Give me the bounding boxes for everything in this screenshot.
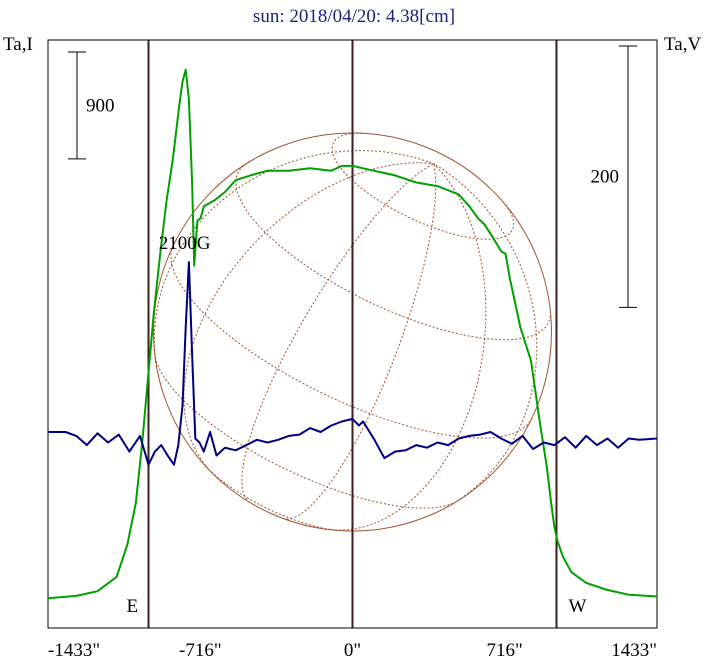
x-tick-labels: -1433" -716" 0" 716" 1433" <box>48 640 657 661</box>
limb-label-east: E <box>127 596 139 617</box>
x-tick-label: -1433" <box>48 640 100 661</box>
disk-meridian <box>153 150 434 367</box>
scale-bar-polarization-label: 200 <box>591 167 620 188</box>
plot-frame <box>47 39 658 629</box>
disk-parallel <box>154 357 456 509</box>
disk-parallel <box>235 163 551 341</box>
x-tick-label: -716" <box>179 640 222 661</box>
series-line-intensity <box>47 68 658 600</box>
limb-label-west: W <box>568 596 586 617</box>
scale-bar-intensity-label: 900 <box>86 95 115 116</box>
chart-title: sun: 2018/04/20: 4.38[cm] <box>253 6 455 27</box>
disk-parallel <box>331 132 515 240</box>
right-axis-label: Ta,V <box>664 34 701 55</box>
disk-meridian <box>241 163 435 503</box>
x-tick-label: 716" <box>487 640 523 661</box>
left-axis-label: Ta,I <box>3 34 33 55</box>
disk-grid <box>153 132 551 531</box>
disk-meridian <box>183 162 434 470</box>
disk-meridian <box>282 163 437 520</box>
series-line-polarization <box>48 261 658 466</box>
annotation-2100g: 2100G <box>159 233 211 254</box>
disk-meridian <box>334 163 487 531</box>
x-tick-label: 0" <box>344 640 361 661</box>
disk-parallel <box>170 245 533 439</box>
disk-meridian <box>433 163 538 508</box>
scale-bar-intensity: 900 <box>68 51 115 160</box>
scale-bar-polarization: 200 <box>591 45 637 308</box>
x-tick-label: 1433" <box>611 640 657 661</box>
disk-parallel <box>205 465 339 531</box>
limb-lines <box>147 40 558 628</box>
